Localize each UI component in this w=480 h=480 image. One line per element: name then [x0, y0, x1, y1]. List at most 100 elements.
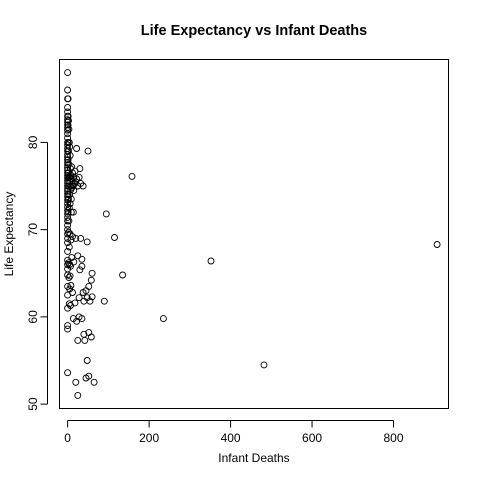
- data-point: [86, 297, 94, 305]
- data-point: [83, 357, 91, 364]
- data-point: [67, 236, 75, 244]
- data-point: [64, 200, 72, 207]
- plot-frame: [59, 59, 449, 409]
- data-point: [159, 315, 167, 323]
- data-point: [64, 213, 72, 221]
- x-axis-title: Infant Deaths: [218, 451, 289, 465]
- data-point: [69, 208, 77, 216]
- data-point: [64, 86, 72, 94]
- data-point: [65, 228, 72, 236]
- data-point: [64, 322, 72, 330]
- data-point: [111, 234, 118, 241]
- data-point: [119, 271, 127, 279]
- data-point: [64, 159, 72, 166]
- data-point: [78, 255, 86, 263]
- data-point: [64, 325, 72, 333]
- data-point: [72, 234, 80, 242]
- data-point: [207, 257, 215, 265]
- data-point: [81, 336, 89, 344]
- data-point: [67, 195, 75, 203]
- data-point: [70, 258, 78, 266]
- data-point: [64, 95, 72, 103]
- data-point: [87, 276, 95, 284]
- y-tick-label: 50: [26, 397, 40, 411]
- data-point: [64, 221, 72, 229]
- data-point: [77, 234, 85, 242]
- data-point: [85, 372, 93, 380]
- data-point: [64, 156, 72, 164]
- x-axis: 0 200 400 600 800: [64, 420, 404, 445]
- data-point: [74, 252, 82, 260]
- data-point: [72, 378, 80, 386]
- data-point: [65, 125, 73, 133]
- data-point: [260, 361, 268, 369]
- x-tick-label: 800: [383, 431, 403, 445]
- data-point: [76, 165, 84, 173]
- data-point: [64, 164, 72, 172]
- x-tick-label: 200: [139, 431, 159, 445]
- data-point: [74, 336, 82, 344]
- data-point: [66, 191, 74, 199]
- data-point: [90, 378, 98, 386]
- data-point: [69, 233, 76, 241]
- data-point: [69, 289, 76, 296]
- data-points: [64, 69, 441, 399]
- data-point: [67, 282, 75, 289]
- data-point: [64, 134, 72, 142]
- data-point: [85, 282, 93, 290]
- data-point: [128, 172, 136, 180]
- data-point: [64, 121, 72, 129]
- y-tick-label: 70: [26, 223, 40, 237]
- data-point: [87, 333, 95, 341]
- y-tick-label: 80: [26, 135, 40, 149]
- data-point: [75, 173, 83, 181]
- data-point: [88, 293, 96, 301]
- data-point: [84, 147, 92, 155]
- data-point: [88, 269, 96, 277]
- data-point: [66, 152, 74, 159]
- data-point: [75, 294, 83, 302]
- data-point: [64, 108, 72, 116]
- y-axis: 50 60 70 80: [26, 135, 48, 411]
- data-point: [65, 274, 73, 282]
- data-point: [102, 210, 110, 218]
- data-point: [65, 217, 73, 225]
- data-point: [64, 112, 72, 120]
- y-axis-title: Life Expectancy: [2, 192, 16, 277]
- data-point: [64, 208, 72, 216]
- data-point: [83, 238, 91, 246]
- x-tick-label: 400: [221, 431, 241, 445]
- data-point: [64, 247, 72, 255]
- data-point: [64, 130, 72, 138]
- data-point: [64, 369, 72, 377]
- x-tick-label: 0: [64, 431, 71, 445]
- data-point: [66, 200, 74, 207]
- data-point: [67, 262, 74, 270]
- data-point: [65, 195, 72, 203]
- data-point: [70, 186, 78, 194]
- data-point: [64, 126, 72, 134]
- data-point: [78, 262, 86, 270]
- data-point: [100, 297, 108, 305]
- data-point: [71, 299, 79, 307]
- data-point: [66, 143, 74, 151]
- data-point: [433, 241, 441, 248]
- data-point: [67, 208, 75, 216]
- data-point: [72, 178, 80, 186]
- data-point: [66, 272, 74, 280]
- data-point: [65, 259, 72, 267]
- data-point: [64, 69, 72, 77]
- x-tick-label: 600: [302, 431, 322, 445]
- data-point: [64, 104, 72, 111]
- data-point: [64, 116, 72, 124]
- data-point: [78, 315, 86, 323]
- data-point: [68, 254, 76, 262]
- data-point: [65, 138, 73, 146]
- y-tick-label: 60: [26, 310, 40, 324]
- data-point: [76, 266, 84, 274]
- data-point: [79, 182, 87, 190]
- chart-title: Life Expectancy vs Infant Deaths: [141, 23, 367, 39]
- data-point: [65, 243, 73, 251]
